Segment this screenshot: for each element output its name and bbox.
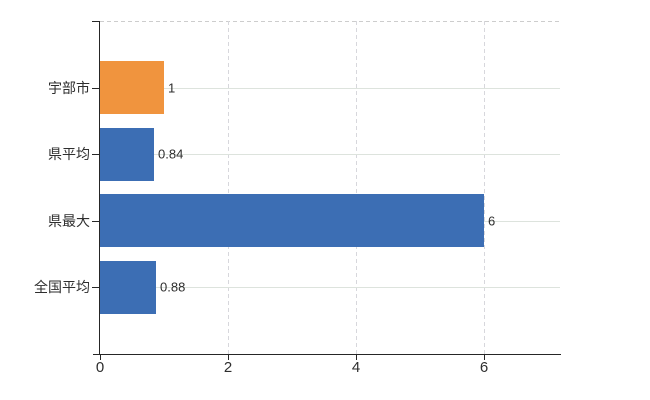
gridline-vertical — [228, 21, 229, 354]
x-axis-tick — [228, 355, 229, 360]
y-axis-tick — [92, 88, 99, 89]
bar — [100, 128, 154, 181]
x-tick-label: 2 — [223, 359, 233, 376]
gridline-horizontal — [100, 287, 560, 288]
value-label: 0.88 — [160, 279, 186, 295]
category-label: 宇部市 — [48, 80, 90, 96]
x-tick-label: 0 — [95, 359, 105, 376]
value-label: 6 — [488, 213, 496, 229]
x-axis-tick — [356, 355, 357, 360]
value-label: 1 — [168, 80, 176, 96]
y-axis-tick — [92, 287, 99, 288]
gridline-horizontal — [100, 88, 560, 89]
y-axis-end-tick — [92, 21, 99, 22]
plot-top-border — [100, 21, 560, 22]
category-label: 県最大 — [48, 213, 90, 229]
value-label: 0.84 — [158, 146, 184, 162]
y-axis-tick — [92, 154, 99, 155]
bar — [100, 194, 484, 247]
category-label: 県平均 — [48, 146, 90, 162]
x-axis-tick — [100, 355, 101, 360]
x-tick-label: 6 — [479, 359, 489, 376]
x-tick-label: 4 — [351, 359, 361, 376]
bar — [100, 61, 164, 114]
category-label: 全国平均 — [34, 279, 90, 295]
x-axis-line — [93, 354, 561, 355]
bar — [100, 261, 157, 314]
gridline-vertical — [484, 21, 485, 354]
x-axis-tick — [484, 355, 485, 360]
plot-area: 1 0.84 6 0.88 — [100, 21, 560, 354]
gridline-horizontal — [100, 154, 560, 155]
gridline-vertical — [356, 21, 357, 354]
y-axis-line — [99, 21, 100, 355]
y-axis-tick — [92, 221, 99, 222]
